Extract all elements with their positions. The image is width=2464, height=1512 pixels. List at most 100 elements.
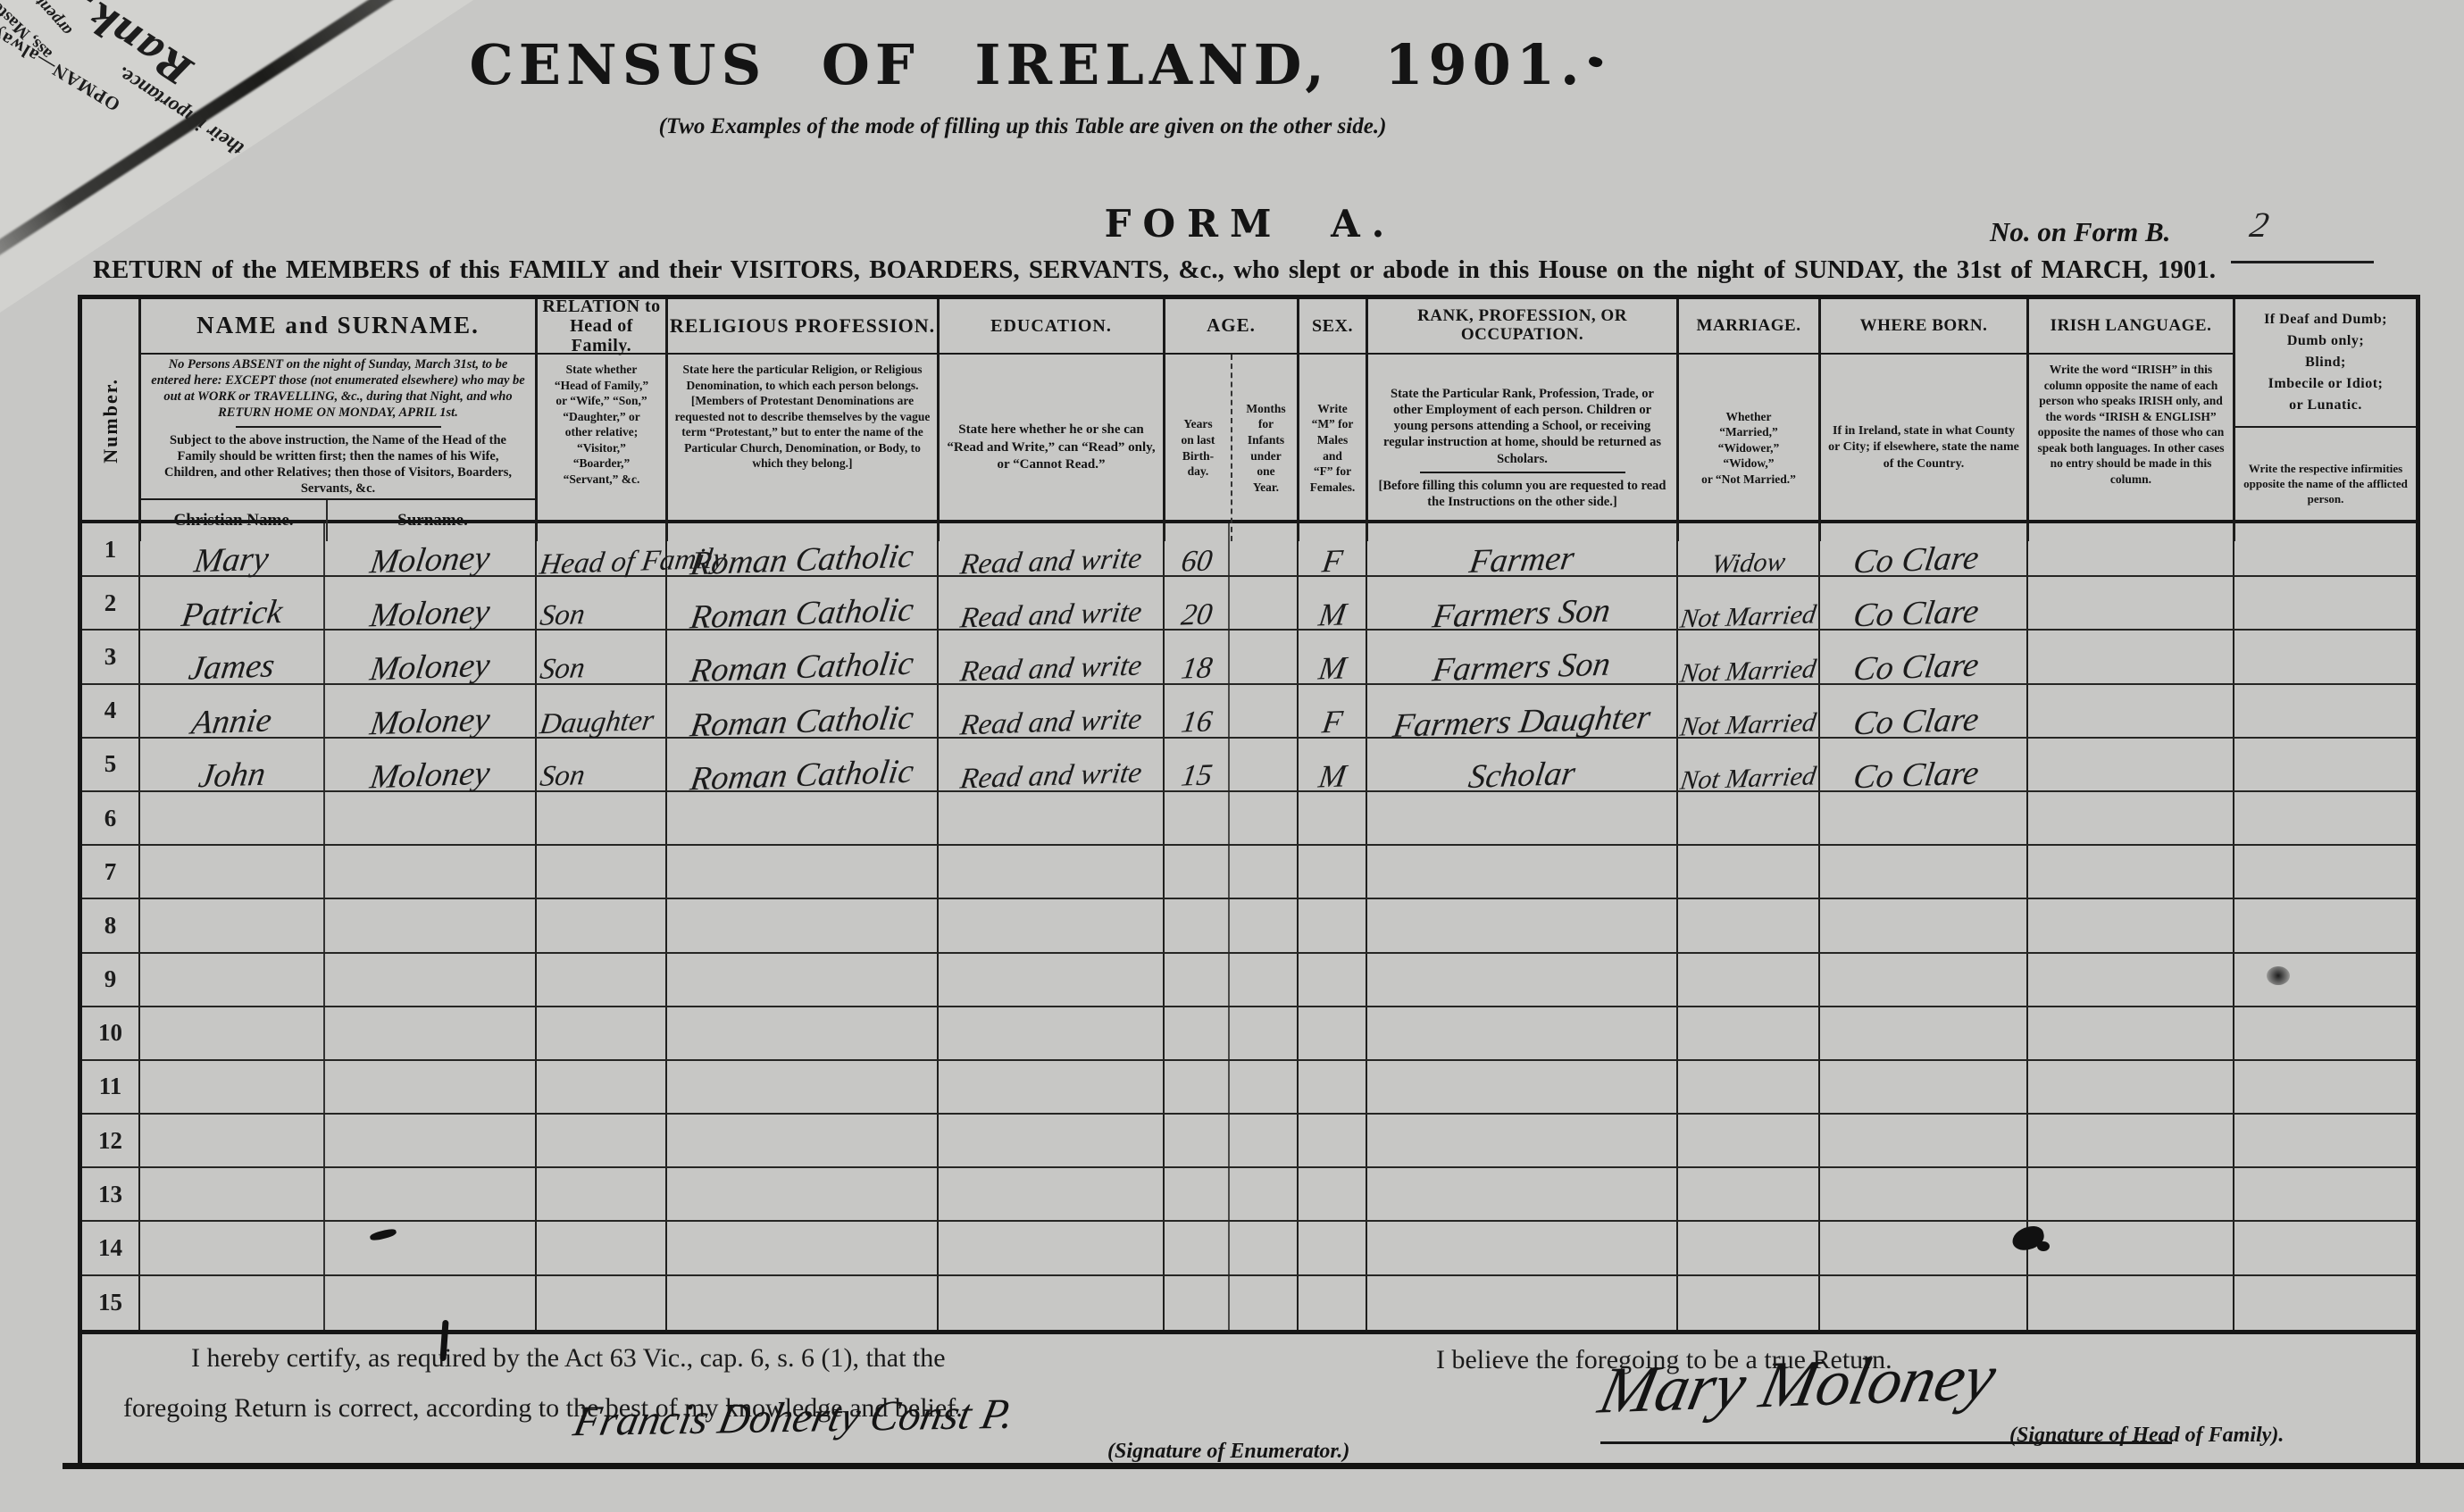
cell-age-years: 60 <box>1163 523 1228 578</box>
cell-marriage: Widow <box>1676 523 1818 580</box>
infirmity-column-title: If Deaf and Dumb; Dumb only; Blind; Imbe… <box>2235 299 2416 428</box>
cell-education: Read and write <box>937 631 1163 688</box>
name-subheaders: Christian Name. Surname. <box>141 498 535 541</box>
cell-irish-language <box>2026 846 2233 898</box>
column-header-infirmity: If Deaf and Dumb; Dumb only; Blind; Imbe… <box>2233 299 2416 541</box>
cell-where-born: Co Clare <box>1818 577 2026 635</box>
name-column-notes: No Persons ABSENT on the night of Sunday… <box>141 355 535 498</box>
cell-infirmity <box>2233 1222 2416 1274</box>
cell-infirmity <box>2233 738 2416 790</box>
cell-sex <box>1297 899 1366 952</box>
relation-column-title: RELATION to Head of Family. <box>538 297 665 355</box>
cell-surname <box>323 791 535 845</box>
table-row: 13 <box>82 1168 2416 1223</box>
cell-surname <box>323 953 535 1006</box>
row-number: 11 <box>98 1073 122 1100</box>
where-born-column-note: If in Ireland, state in what County or C… <box>1828 424 2019 471</box>
cell-relation <box>535 1275 665 1330</box>
education-column-note: State here whether he or she can “Read a… <box>947 422 1156 472</box>
cell-occupation <box>1366 846 1676 898</box>
cell-surname <box>323 1060 535 1114</box>
cell-irish-language <box>2026 1115 2233 1167</box>
cell-christian-name: Mary <box>138 523 323 580</box>
row-number: 15 <box>98 1289 122 1316</box>
form-b-handwritten-value: 2 <box>2247 205 2272 245</box>
cell-christian-name <box>138 1115 323 1167</box>
cell-christian-name: John <box>138 738 323 795</box>
table-row: 6 <box>82 791 2416 847</box>
table-row: 14 <box>82 1222 2416 1276</box>
cell-age-months <box>1228 1222 1297 1274</box>
cell-age-years <box>1163 846 1228 898</box>
cell-age-years <box>1163 1115 1228 1167</box>
cell-relation: Son <box>535 631 665 686</box>
cell-religion <box>665 953 937 1006</box>
cell-where-born <box>1818 953 2026 1006</box>
cell-occupation: Scholar <box>1366 738 1676 796</box>
cell-christian-name <box>138 1007 323 1059</box>
name-column-title: NAME and SURNAME. <box>141 299 535 355</box>
cell-marriage <box>1676 791 1818 845</box>
cell-religion: Roman Catholic <box>665 631 937 690</box>
column-header-religion: RELIGIOUS PROFESSION. State here the par… <box>665 299 937 541</box>
column-header-irish-language: IRISH LANGUAGE. Write the word “IRISH” i… <box>2026 299 2233 541</box>
table-row: 7 <box>82 846 2416 900</box>
cell-marriage: Not Married <box>1676 577 1818 634</box>
cell-christian-name <box>138 1275 323 1330</box>
row-number: 7 <box>104 857 117 885</box>
cell-occupation <box>1366 1222 1676 1274</box>
cell-surname <box>323 1168 535 1221</box>
cell-sex: F <box>1297 684 1366 740</box>
cell-irish-language <box>2026 631 2233 683</box>
cell-infirmity <box>2233 791 2416 845</box>
surname-subheader: Surname. <box>326 500 538 541</box>
cell-where-born: Co Clare <box>1818 631 2026 689</box>
cell-christian-name: James <box>138 631 323 688</box>
cell-age-years: 18 <box>1163 631 1228 686</box>
cell-age-months <box>1228 684 1297 737</box>
cell-sex: M <box>1297 577 1366 632</box>
page-subtitle: (Two Examples of the mode of filling up … <box>658 114 1387 138</box>
name-note-order: Subject to the above instruction, the Na… <box>164 432 512 496</box>
cell-religion <box>665 1115 937 1167</box>
cell-marriage: Not Married <box>1676 684 1818 741</box>
cell-age-months <box>1228 1168 1297 1221</box>
column-header-relation: RELATION to Head of Family. State whethe… <box>535 297 665 541</box>
cell-christian-name <box>138 953 323 1006</box>
believe-line: I believe the foregoing to be a true Ret… <box>1436 1345 1892 1374</box>
divider-line <box>1419 471 1625 473</box>
page-title: CENSUS OF IRELAND, 1901. <box>469 32 1585 97</box>
form-b-label: No. on Form B. <box>1990 216 2171 247</box>
table-header: Number. NAME and SURNAME. No Persons ABS… <box>82 297 2416 541</box>
cell-marriage <box>1676 1007 1818 1059</box>
cell-relation: Daughter <box>535 684 665 740</box>
cell-education: Read and write <box>937 577 1163 634</box>
row-number: 8 <box>104 911 117 939</box>
row-number: 1 <box>104 535 117 563</box>
christian-name-subheader: Christian Name. <box>173 511 294 530</box>
rank-note-state: State the Particular Rank, Profession, T… <box>1383 387 1661 466</box>
cell-christian-name <box>138 1168 323 1221</box>
cell-surname <box>323 1007 535 1059</box>
cell-infirmity <box>2233 631 2416 683</box>
row-number: 14 <box>98 1234 122 1262</box>
cell-where-born <box>1818 1115 2026 1167</box>
cell-age-years <box>1163 1275 1228 1330</box>
cell-religion <box>665 1168 937 1221</box>
cell-christian-name: Patrick <box>138 577 323 634</box>
cell-surname: Moloney <box>323 523 535 581</box>
cell-religion: Roman Catholic <box>665 684 937 744</box>
cell-infirmity <box>2233 684 2416 737</box>
cell-marriage <box>1676 1060 1818 1114</box>
head-signature-line <box>1600 1441 2172 1444</box>
cell-infirmity <box>2233 846 2416 898</box>
cell-sex: F <box>1297 523 1366 579</box>
cell-occupation <box>1366 1060 1676 1114</box>
cell-age-years: 15 <box>1163 738 1228 793</box>
table-row: 10 <box>82 1007 2416 1061</box>
cell-marriage <box>1676 1222 1818 1274</box>
cell-christian-name <box>138 846 323 898</box>
column-header-age: AGE. Years on last Birth- day. Months fo… <box>1163 299 1297 541</box>
head-of-family-signature: Mary Moloney <box>1592 1341 2003 1428</box>
cell-education <box>937 1115 1163 1167</box>
